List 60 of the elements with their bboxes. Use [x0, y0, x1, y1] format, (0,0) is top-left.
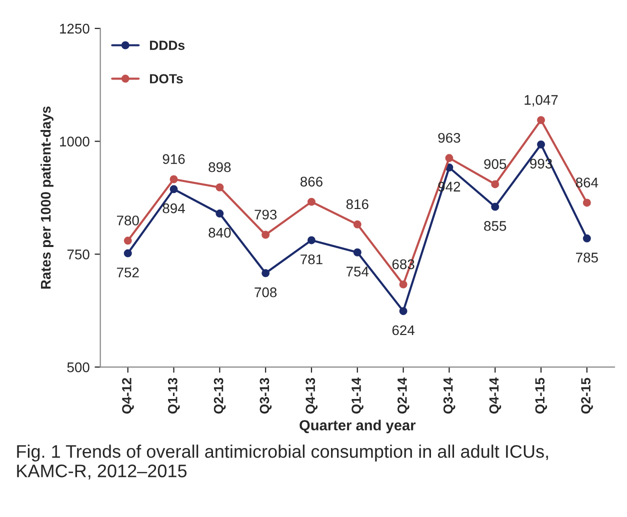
point — [537, 140, 546, 148]
data-label: 793 — [254, 210, 277, 220]
x-tick-label: Q3-14 — [443, 378, 456, 414]
data-label: 905 — [484, 159, 506, 169]
data-label: 752 — [116, 268, 139, 278]
x-tick-label: Q4-13 — [306, 378, 318, 414]
point — [445, 154, 454, 162]
point — [491, 202, 500, 211]
point — [399, 280, 408, 288]
point — [307, 198, 316, 206]
data-label: 754 — [346, 266, 369, 276]
point — [537, 116, 546, 124]
data-label: 780 — [116, 216, 139, 226]
data-label: 866 — [300, 176, 322, 187]
legend-label: DDDs — [150, 40, 185, 50]
point — [124, 236, 132, 245]
data-label: 916 — [162, 154, 185, 164]
data-label: 855 — [484, 221, 506, 231]
data-label: 864 — [576, 178, 598, 188]
data-label: 1,047 — [524, 95, 558, 106]
x-tick-label: Q4-14 — [489, 378, 502, 414]
point — [262, 230, 270, 239]
point — [491, 180, 500, 188]
x-tick-label: Q3-13 — [260, 378, 272, 414]
data-label: 785 — [576, 252, 598, 262]
data-label: 781 — [300, 254, 322, 264]
y-axis-title: Rates per 1000 patient-days — [40, 106, 54, 289]
data-label: 708 — [254, 287, 277, 298]
point — [262, 269, 270, 278]
data-label: 624 — [392, 325, 414, 336]
point — [216, 183, 224, 192]
data-label: 894 — [162, 203, 185, 214]
x-tick-label: Q1-14 — [352, 378, 364, 414]
point — [170, 185, 178, 194]
x-tick-label: Q4-12 — [122, 378, 134, 414]
x-tick-label: Q2-15 — [581, 378, 593, 414]
point — [582, 234, 591, 242]
x-axis-title: Quarter and year — [300, 420, 416, 434]
y-tick-label: 1250 — [60, 24, 90, 34]
point — [216, 210, 224, 218]
point — [353, 220, 362, 228]
y-tick-label: 500 — [67, 362, 90, 372]
data-label: 963 — [438, 132, 460, 143]
x-tick-label: Q2-14 — [397, 378, 410, 414]
point — [170, 175, 178, 184]
legend-label: DOTs — [150, 74, 183, 84]
data-label: 898 — [208, 162, 231, 172]
point — [307, 236, 316, 244]
y-tick-label: 750 — [67, 250, 90, 260]
x-tick-label: Q1-13 — [168, 378, 180, 414]
x-tick-label: Q1-15 — [535, 378, 548, 414]
y-tick-label: 1000 — [60, 136, 90, 146]
data-label: 840 — [208, 228, 231, 238]
point — [582, 198, 591, 207]
x-tick-label: Q2-13 — [214, 378, 226, 414]
caption: Fig. 1 Trends of overall antimicrobial consumption in all adult ICUs, KAMC-R, 2012–2015 — [17, 444, 548, 480]
point — [399, 307, 408, 316]
data-label: 816 — [346, 199, 368, 210]
point — [353, 248, 362, 256]
point — [124, 249, 132, 258]
